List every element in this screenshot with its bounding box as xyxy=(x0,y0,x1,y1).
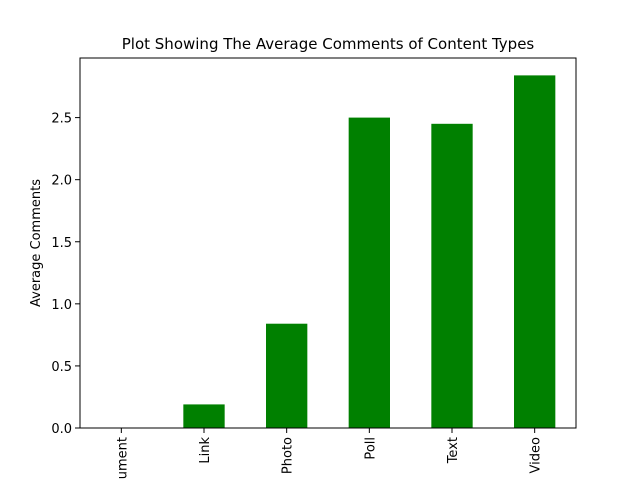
bars-group xyxy=(183,75,556,429)
x-tick-label-link: Link xyxy=(198,437,213,464)
bar-photo xyxy=(266,323,308,428)
y-tick-label: 0.0 xyxy=(51,422,72,437)
y-tick-label: 2.5 xyxy=(51,112,72,127)
y-tick-label: 0.5 xyxy=(51,360,72,375)
bar-text xyxy=(431,123,473,429)
y-ticks: 0.0 0.5 1.0 1.5 2.0 2.5 xyxy=(51,112,80,437)
y-tick-label: 1.5 xyxy=(51,236,72,251)
x-tick-label-video: Video xyxy=(529,437,544,473)
chart-title: Plot Showing The Average Comments of Con… xyxy=(122,35,535,53)
bar-link xyxy=(183,404,225,428)
bar-video xyxy=(514,75,556,428)
y-tick-label: 1.0 xyxy=(51,298,72,313)
y-tick-label: 2.0 xyxy=(51,174,72,189)
x-ticks: Document Link Photo Poll Text Video xyxy=(115,428,544,480)
x-tick-label-document: Document xyxy=(115,437,130,480)
x-tick-label-text: Text xyxy=(446,437,461,464)
plot-frame xyxy=(79,57,577,429)
y-axis-label: Average Comments xyxy=(29,179,44,307)
bar-poll xyxy=(348,117,390,428)
x-tick-label-photo: Photo xyxy=(281,437,296,474)
x-tick-label-poll: Poll xyxy=(363,437,378,460)
